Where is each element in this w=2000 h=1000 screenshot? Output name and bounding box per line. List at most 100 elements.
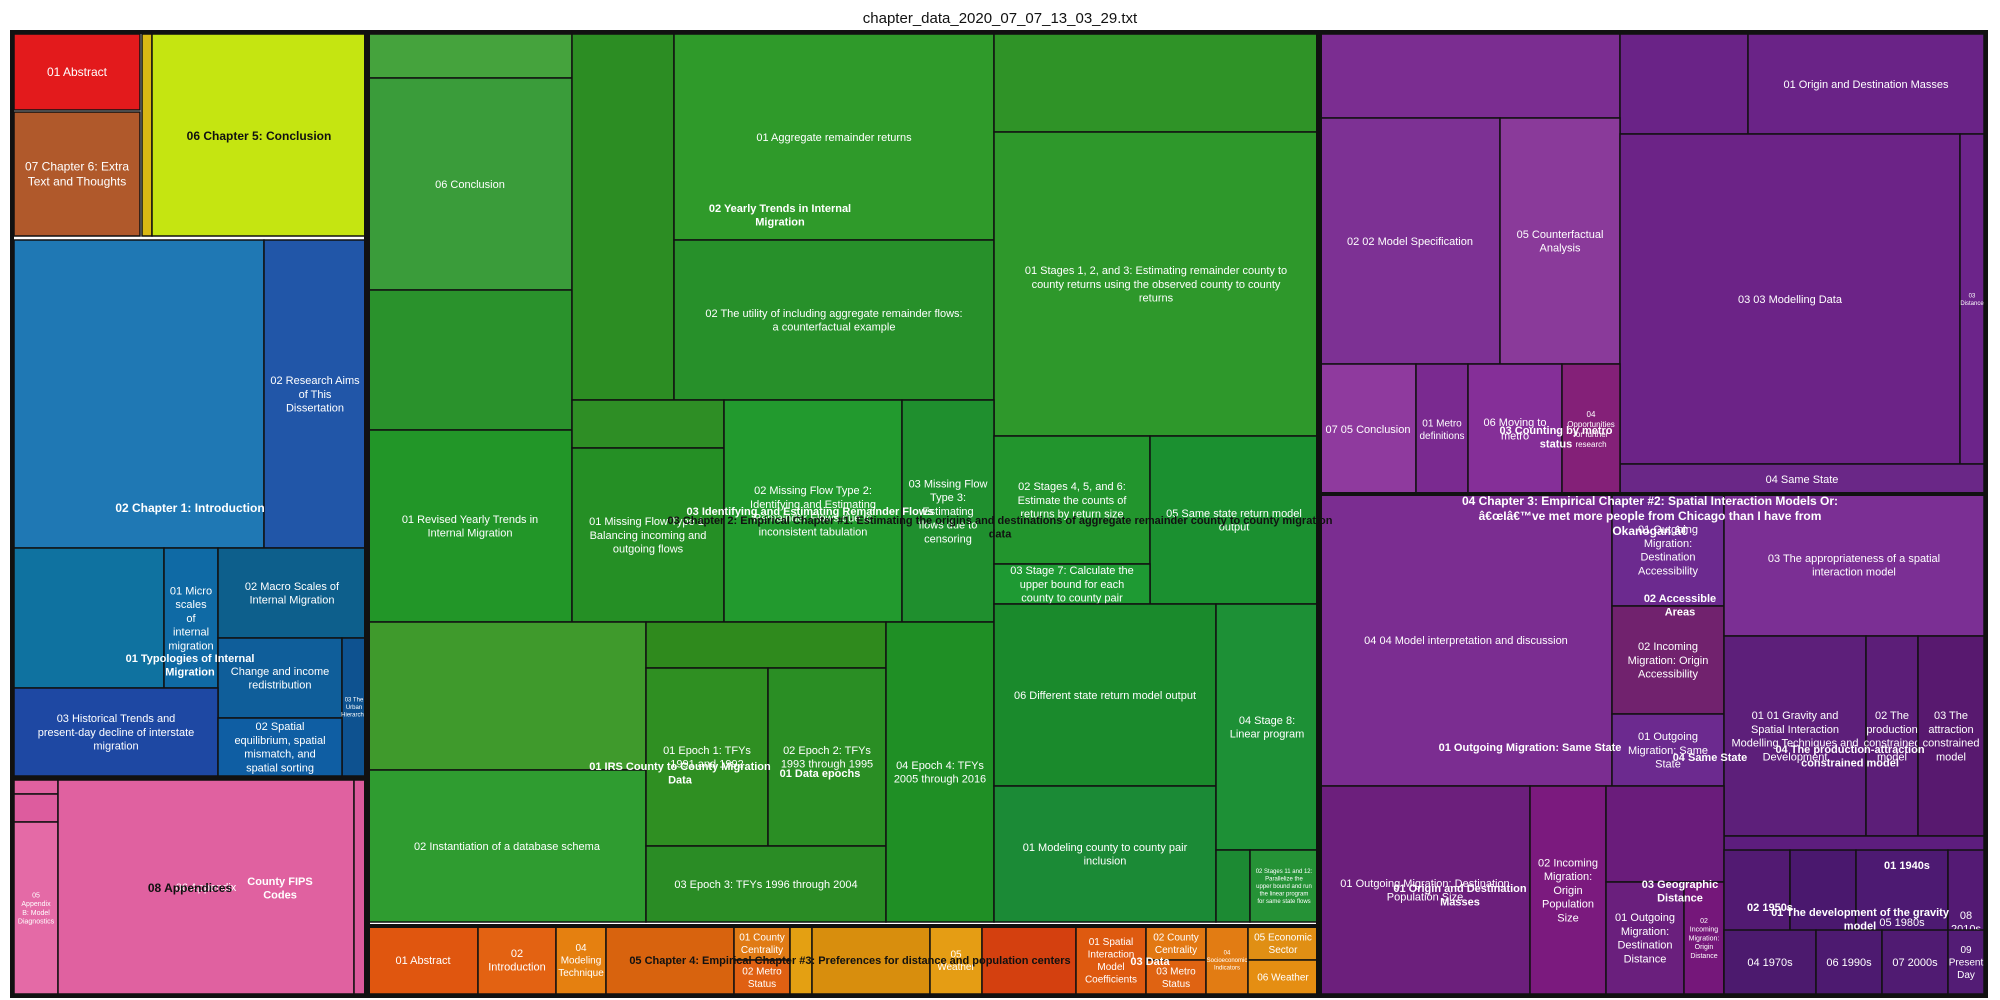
cell-label-01-modeling-county-to-county-pair-inclus: 01 Modeling county to county pair inclusi… [1023, 842, 1188, 868]
treemap-cell-04-1970s [1723, 929, 1817, 995]
label-county-fips-codes: County FIPS Codes [247, 876, 312, 902]
label-identifying-remainder: 03 Identifying and Estimating Remainder … [687, 506, 934, 518]
treemap-cell-05-appendix-b-model-diagnostics [13, 821, 59, 995]
treemap-cell-03-the-urban-hierarchy [341, 637, 367, 777]
treemap-cell-02-missing-flow-type-2-identifying-and-e [723, 399, 903, 623]
treemap-cell-06-moving-to-metro [1467, 363, 1563, 495]
treemap-cell-01-county-centrality [733, 925, 791, 961]
treemap-cell [571, 399, 725, 449]
cell-label-02-county-centrality: 02 County Centrality [1153, 932, 1199, 956]
cell-label-05-weather: 05 Weather [937, 949, 975, 973]
cell-label-03-stage-7-calculate-the-upper-bound-for: 03 Stage 7: Calculate the upper bound for… [1010, 565, 1134, 605]
treemap-cell-01-abstract [13, 33, 141, 111]
treemap-cell-03-historical-trends-and-present-day-dec [13, 687, 219, 777]
cell-label-02-the-production-constrained-model: 02 The production constrained model [1864, 710, 1921, 763]
cell-label-03-historical-trends-and-present-day-dec: 03 Historical Trends and present-day decl… [38, 713, 195, 753]
treemap-cell-03-03-modelling-data [1619, 133, 1961, 465]
cell-label-02-incoming-migration-origin-accessibili: 02 Incoming Migration: Origin Accessibilit… [1628, 641, 1709, 681]
cell-label-02-macro-scales-of-internal-migration: 02 Macro Scales of Internal Migration [245, 581, 340, 607]
treemap-cell-03-epoch-3-tfys-1996-through-2004 [645, 845, 887, 923]
cell-label-07-chapter-6-extra-text-and-thoughts: 07 Chapter 6: Extra Text and Thoughts [25, 160, 129, 189]
label-geographic-distance: 03 Geographic Distance [1642, 879, 1718, 905]
treemap-cell-01-metro-definitions [1415, 363, 1469, 495]
cell-label-07-05-conclusion: 07 05 Conclusion [1325, 424, 1410, 436]
label-model-interpretation: 01 Outgoing Migration: Same State [1439, 742, 1622, 754]
cell-label-01-outgoing-migration-destination-distan: 01 Outgoing Migration: Destination Distance [1615, 912, 1675, 965]
cell-label-06-different-state-return-model-output: 06 Different state return model output [1014, 690, 1196, 702]
cell-label-02-introduction: 02 Introduction [488, 948, 545, 974]
label-accessible-areas: 02 Accessible Areas [1644, 593, 1716, 619]
label-data: 03 Data [1130, 956, 1170, 968]
cell-label-01-county-centrality: 01 County Centrality [739, 932, 785, 956]
cell-label-03-03-modelling-data: 03 03 Modelling Data [1738, 294, 1843, 306]
group-border [1316, 492, 1988, 998]
treemap-cell-05-same-state-return-model-output [1149, 435, 1319, 605]
cell-label-02-metro-status: 02 Metro Status [742, 966, 782, 990]
cell-label-06-conclusion: 06 Conclusion [435, 179, 505, 191]
cell-label-06-weather: 06 Weather [1257, 973, 1309, 984]
group-label-chapter-5: 06 Chapter 5: Conclusion [187, 129, 332, 143]
cell-label-01-epoch-1-tfys-1991-and-1992: 01 Epoch 1: TFYs 1991 and 1992 [663, 745, 751, 771]
treemap-cell-02-spatial-equilibrium-spatial-mismatch- [217, 717, 343, 777]
treemap-cell-02-epoch-2-tfys-1993-through-1995 [767, 667, 887, 847]
cell-label-02-stages-4-5-and-6-estimate-the-counts-: 02 Stages 4, 5, and 6: Estimate the count… [1018, 481, 1128, 520]
treemap-cell-02-stages-11-and-12-parallelize-the-uppe [1249, 849, 1319, 923]
cell-label-04-1970s: 04 1970s [1747, 957, 1793, 969]
treemap-cell-03-the-appropriateness-of-a-spatial-inte [1723, 493, 1985, 637]
treemap-cell-02-stages-4-5-and-6-estimate-the-counts- [993, 435, 1151, 565]
label-yearly-trends: 02 Yearly Trends in Internal Migration [709, 203, 851, 229]
cell-label-01-abstract: 01 Abstract [47, 65, 108, 79]
cell-label-01-outgoing-migration-same-state: 01 Outgoing Migration: Same State [1628, 731, 1708, 771]
treemap-cell [571, 33, 675, 401]
cell-label-05-appendix-b-model-diagnostics: 05 Appendix B: Model Diagnostics [18, 892, 55, 925]
treemap-cell [605, 925, 735, 995]
label-same-state: 04 Same State [1673, 752, 1748, 764]
treemap-cell-02-incoming-migration-origin-accessibili [1611, 605, 1725, 715]
group-border [10, 776, 370, 998]
treemap-cell-06-appendix [57, 779, 355, 995]
cell-label-01-stages-1-2-and-3-estimating-remainder: 01 Stages 1, 2, and 3: Estimating remain… [1025, 265, 1287, 305]
cell-label-02-instantiation-of-a-database-schema: 02 Instantiation of a database schema [414, 841, 601, 853]
cell-label-change-and-income-redistribution: Change and income redistribution [231, 666, 329, 692]
treemap-cell-04-epoch-4-tfys-2005-through-2016 [885, 621, 995, 923]
cell-label-03-missing-flow-type-3-estimating-flows-: 03 Missing Flow Type 3: Estimating flows du… [909, 478, 988, 545]
label-1940s: 02 1950s [1747, 902, 1793, 914]
cell-label-01-01-gravity-and-spatial-interaction-mo: 01 01 Gravity and Spatial Interaction Mode… [1732, 710, 1859, 763]
cell-label-02-incoming-migration-origin-population-: 02 Incoming Migration: Origin Population Siz… [1538, 857, 1598, 924]
cell-label-02-missing-flow-type-2-identifying-and-e: 02 Missing Flow Type 2: Identifying and E… [750, 485, 876, 538]
treemap-cell-02-the-utility-of-including-aggregate-re [673, 239, 995, 401]
treemap-cell-03-distance [1959, 133, 1985, 465]
cell-label-03-metro-status: 03 Metro Status [1156, 966, 1196, 990]
treemap-cell-01-spatial-interaction-model-coefficient [1075, 925, 1147, 995]
chart-title: chapter_data_2020_07_07_13_03_29.txt [862, 10, 1138, 27]
label-counting-by-metro: 03 Counting by metro status [1499, 425, 1612, 451]
cell-label-01-abstract: 01 Abstract [395, 955, 450, 967]
cell-label-04-stage-8-linear-program: 04 Stage 8: Linear program [1230, 715, 1305, 741]
treemap-cell [1619, 33, 1749, 135]
treemap-cell-06-1990s [1815, 929, 1883, 995]
cell-label-01-revised-yearly-trends-in-internal-mig: 01 Revised Yearly Trends in Internal Migr… [402, 514, 538, 540]
treemap-cell-02-research-aims-of-this-dissertation [263, 239, 367, 549]
treemap-cell-01-origin-and-destination-masses [1747, 33, 1985, 135]
cell-label-05-same-state-return-model-output: 05 Same state return model output [1166, 508, 1302, 534]
treemap-cell-02-the-production-constrained-model [1865, 635, 1919, 837]
treemap-cell [367, 33, 573, 79]
treemap-cell-07-chapter-6-extra-text-and-thoughts [13, 111, 141, 237]
treemap-cell-change-and-income-redistribution [217, 637, 343, 719]
cell-label-03-distance: 03 Distance [1960, 293, 1984, 307]
cell-label-07-2000s: 07 2000s [1892, 957, 1938, 969]
group-label-chapter-3: 04 Chapter 3: Empirical Chapter #2: Spat… [1462, 494, 1838, 538]
treemap-cell-01-micro-scales-of-internal-migration [163, 547, 219, 689]
cell-label-05-1980s: 05 1980s [1879, 917, 1925, 929]
cell-label-02-stages-11-and-12-parallelize-the-uppe: 02 Stages 11 and 12: Parallelize the upper… [1256, 869, 1313, 905]
cell-label-01-metro-definitions: 01 Metro definitions [1419, 418, 1464, 442]
cell-label-04-same-state: 04 Same State [1766, 474, 1839, 486]
cell-label-01-missing-flow-type-1-balancing-incomin: 01 Missing Flow Type 1: Balancing incomin… [589, 516, 707, 556]
treemap-cell [13, 793, 59, 823]
cell-label-02-epoch-2-tfys-1993-through-1995: 02 Epoch 2: TFYs 1993 through 1995 [781, 745, 873, 771]
cell-label-02-research-aims-of-this-dissertation: 02 Research Aims of This Dissertation [270, 375, 360, 415]
cell-label-06-appendix: 06 Appendix [176, 882, 237, 894]
cell-label-04-04-model-interpretation-and-discussio: 04 04 Model interpretation and discussio… [1364, 635, 1568, 647]
label-gravity-techniques: 04 The production-attraction constrained … [1775, 744, 1924, 770]
